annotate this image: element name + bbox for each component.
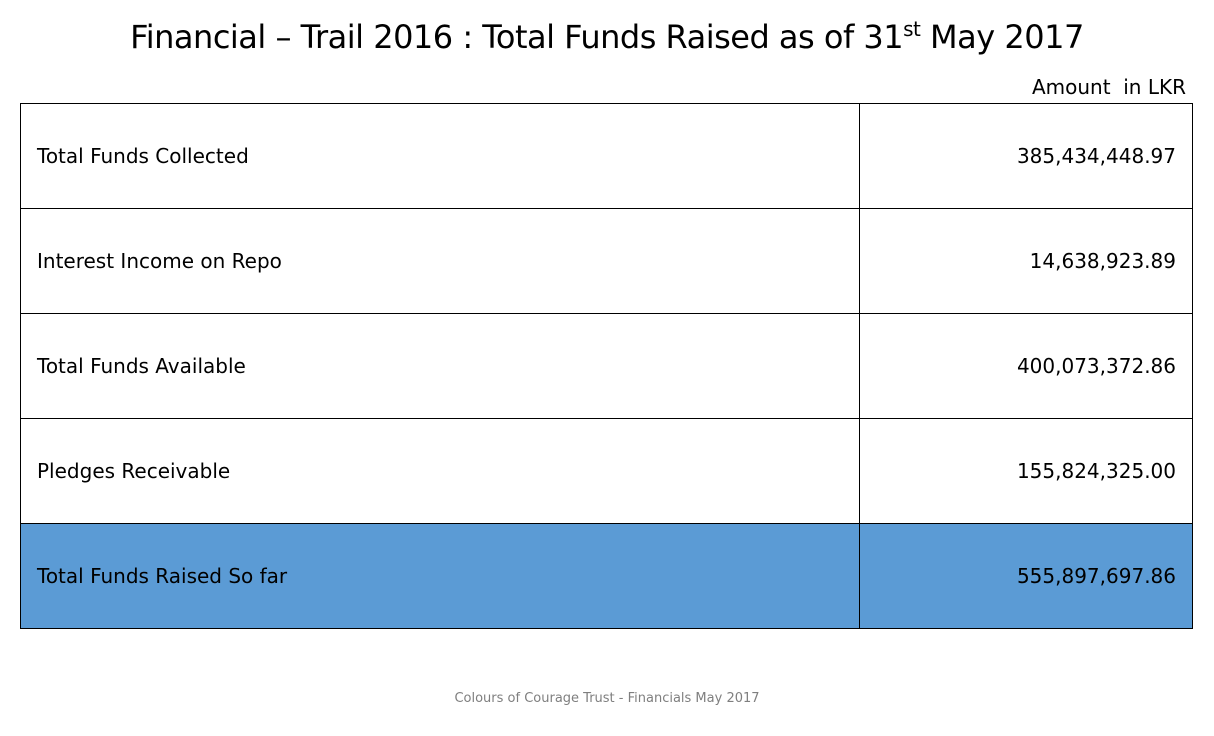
page-title: Financial – Trail 2016 : Total Funds Rai… (0, 18, 1214, 56)
row-label-interest-income: Interest Income on Repo (20, 208, 860, 314)
title-superscript: st (903, 17, 921, 41)
funds-table: Total Funds Collected 385,434,448.97 Int… (20, 103, 1193, 629)
row-label-pledges-receivable: Pledges Receivable (20, 418, 860, 524)
row-amount-total-funds-available: 400,073,372.86 (859, 313, 1193, 419)
footer-text: Colours of Courage Trust - Financials Ma… (454, 691, 760, 706)
table-row: Total Funds Collected 385,434,448.97 (20, 103, 1193, 209)
row-amount-pledges-receivable: 155,824,325.00 (859, 418, 1193, 524)
table-row: Total Funds Available 400,073,372.86 (20, 313, 1193, 419)
amount-unit-label: Amount in LKR (1031, 75, 1186, 99)
table-row: Pledges Receivable 155,824,325.00 (20, 418, 1193, 524)
title-end: May 2017 (920, 18, 1084, 56)
table-row-total: Total Funds Raised So far 555,897,697.86 (20, 523, 1193, 629)
row-label-total-funds-collected: Total Funds Collected (20, 103, 860, 209)
row-amount-total-funds-raised: 555,897,697.86 (859, 523, 1193, 629)
table-row: Interest Income on Repo 14,638,923.89 (20, 208, 1193, 314)
row-label-total-funds-available: Total Funds Available (20, 313, 860, 419)
row-amount-total-funds-collected: 385,434,448.97 (859, 103, 1193, 209)
title-main: Financial – Trail 2016 : Total Funds Rai… (130, 18, 904, 56)
row-label-total-funds-raised: Total Funds Raised So far (20, 523, 860, 629)
row-amount-interest-income: 14,638,923.89 (859, 208, 1193, 314)
